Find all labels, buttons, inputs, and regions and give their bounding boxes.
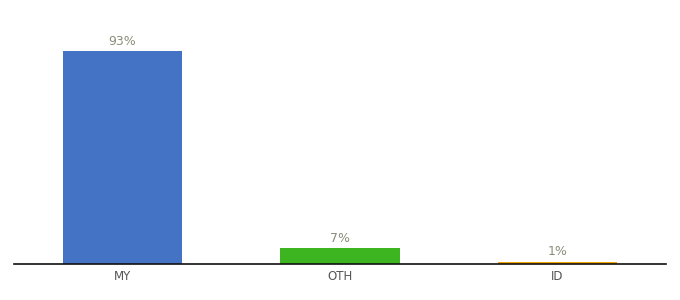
Text: 93%: 93% — [109, 35, 136, 48]
Bar — [280, 248, 400, 264]
Text: 7%: 7% — [330, 232, 350, 244]
Bar — [63, 51, 182, 264]
Bar — [498, 262, 617, 264]
Text: 1%: 1% — [547, 245, 568, 258]
